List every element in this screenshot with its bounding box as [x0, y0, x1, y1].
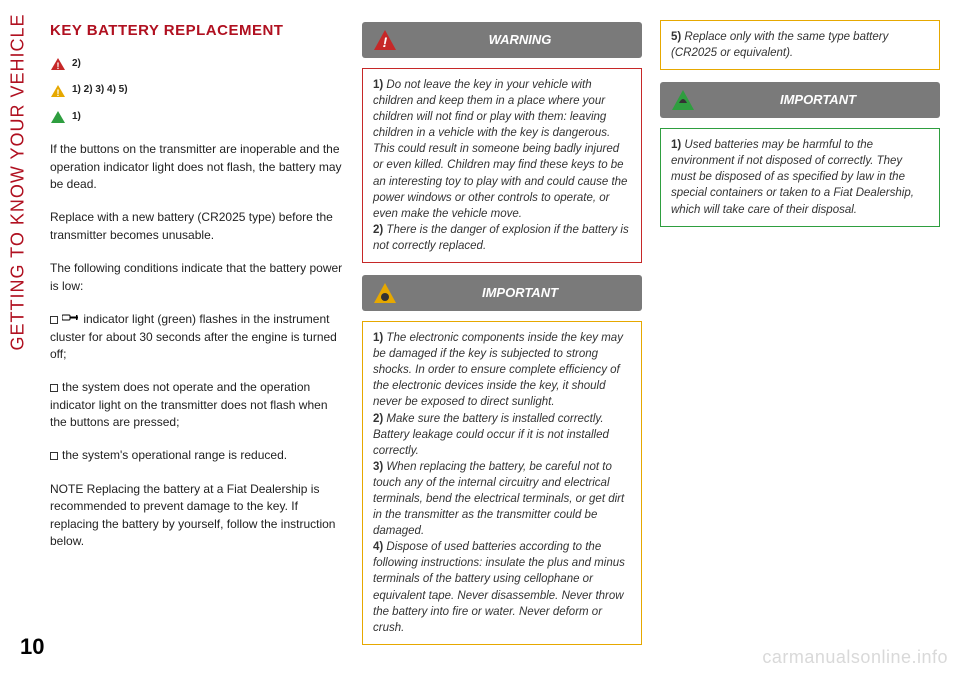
- section-sidebar-label: GETTING TO KNOW YOUR VEHICLE: [8, 13, 29, 350]
- bullet-3-text: the system's operational range is reduce…: [62, 448, 287, 462]
- svg-text:!: !: [57, 61, 60, 71]
- para-note: NOTE Replacing the battery at a Fiat Dea…: [50, 481, 344, 551]
- ref-red-text: 2): [72, 57, 81, 72]
- imp-t2: Make sure the battery is installed corre…: [373, 413, 609, 457]
- page-content: KEY BATTERY REPLACEMENT ! 2) ! 1) 2) 3) …: [0, 0, 960, 678]
- important-box-yellow: 1) The electronic components inside the …: [362, 321, 642, 645]
- imp-n4: 4): [373, 541, 383, 553]
- important-banner-green: IMPORTANT: [660, 82, 940, 118]
- bullet-icon: [50, 384, 58, 392]
- svg-text:!: !: [383, 34, 388, 50]
- para-3: The following conditions indicate that t…: [50, 260, 344, 295]
- top-t5: Replace only with the same type battery …: [671, 31, 888, 59]
- imp-t1: The electronic components inside the key…: [373, 332, 623, 408]
- ref-green-text: 1): [72, 110, 81, 125]
- ref-yellow: ! 1) 2) 3) 4) 5): [50, 83, 344, 98]
- important-box-yellow-top: 5) Replace only with the same type batte…: [660, 20, 940, 70]
- important-banner-icon: [372, 281, 398, 305]
- warn-t2: There is the danger of explosion if the …: [373, 224, 629, 252]
- bullet-icon: [50, 452, 58, 460]
- warning-red-icon: !: [50, 57, 66, 71]
- warn-n1: 1): [373, 79, 383, 91]
- important-green-label: IMPORTANT: [706, 91, 930, 110]
- warn-n2: 2): [373, 224, 383, 236]
- imp-n1: 1): [373, 332, 383, 344]
- bullet-2-text: the system does not operate and the oper…: [50, 380, 328, 429]
- warn-t1: Do not leave the key in your vehicle wit…: [373, 79, 627, 220]
- columns: KEY BATTERY REPLACEMENT ! 2) ! 1) 2) 3) …: [50, 20, 940, 658]
- warning-box: 1) Do not leave the key in your vehicle …: [362, 68, 642, 263]
- para-2: Replace with a new battery (CR2025 type)…: [50, 209, 344, 244]
- warning-banner-icon: !: [372, 28, 398, 52]
- column-3: 5) Replace only with the same type batte…: [660, 20, 940, 658]
- column-1: KEY BATTERY REPLACEMENT ! 2) ! 1) 2) 3) …: [50, 20, 344, 658]
- imp-n3: 3): [373, 461, 383, 473]
- bullet-icon: [50, 316, 58, 324]
- imp-t4: Dispose of used batteries according to t…: [373, 541, 625, 633]
- imp-t3: When replacing the battery, be careful n…: [373, 461, 624, 537]
- warning-banner-label: WARNING: [408, 31, 632, 50]
- bullet-3: the system's operational range is reduce…: [50, 447, 344, 464]
- important-banner-label: IMPORTANT: [408, 284, 632, 303]
- watermark: carmanualsonline.info: [762, 647, 948, 668]
- green-banner-icon: [670, 88, 696, 112]
- warning-banner: ! WARNING: [362, 22, 642, 58]
- para-1: If the buttons on the transmitter are in…: [50, 141, 344, 193]
- warning-yellow-icon: !: [50, 84, 66, 98]
- column-2: ! WARNING 1) Do not leave the key in you…: [362, 20, 642, 658]
- heading-key-battery: KEY BATTERY REPLACEMENT: [50, 20, 344, 42]
- ref-red: ! 2): [50, 57, 344, 72]
- green-t1: Used batteries may be harmful to the env…: [671, 139, 914, 215]
- page-number: 10: [20, 634, 44, 660]
- bullet-1-text: indicator light (green) flashes in the i…: [50, 312, 337, 361]
- ref-green: 1): [50, 110, 344, 125]
- bullet-2: the system does not operate and the oper…: [50, 379, 344, 431]
- imp-n2: 2): [373, 413, 383, 425]
- svg-text:!: !: [57, 88, 60, 98]
- important-banner-yellow: IMPORTANT: [362, 275, 642, 311]
- top-n5: 5): [671, 31, 681, 43]
- bullet-1: indicator light (green) flashes in the i…: [50, 311, 344, 363]
- important-box-green: 1) Used batteries may be harmful to the …: [660, 128, 940, 226]
- ref-yellow-text: 1) 2) 3) 4) 5): [72, 83, 128, 98]
- green-icon: [50, 110, 66, 124]
- green-n1: 1): [671, 139, 681, 151]
- key-indicator-icon: [62, 311, 80, 328]
